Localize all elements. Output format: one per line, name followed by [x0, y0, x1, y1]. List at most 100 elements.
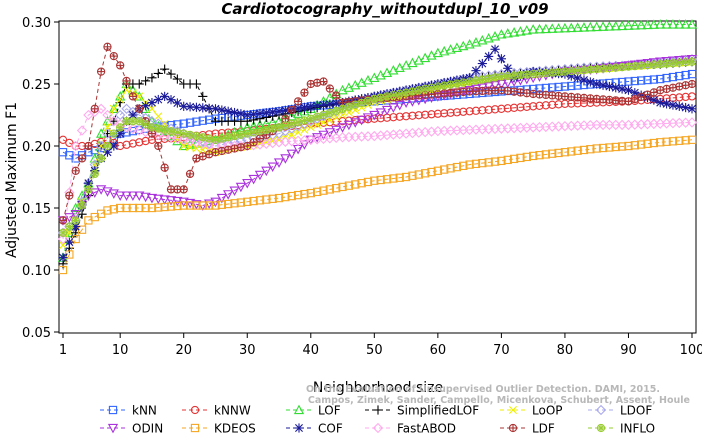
- data-point-simplifiedlof: [134, 79, 144, 89]
- data-point-kdeos: [58, 265, 68, 275]
- data-point-ldf: [230, 144, 239, 153]
- data-point-knnw: [421, 110, 430, 119]
- data-point-loop: [306, 123, 315, 132]
- data-point-odin: [318, 130, 329, 141]
- data-point-fastabod: [108, 116, 120, 127]
- data-point-cof: [64, 237, 74, 247]
- series-line-lof: [62, 24, 692, 258]
- data-point-cof: [306, 101, 316, 111]
- data-point-inflo: [300, 116, 309, 125]
- watermark-line-2: On the Evaluation of Unsupervised Outlie…: [306, 384, 660, 395]
- data-point-loop: [300, 125, 309, 134]
- data-point-odin: [464, 86, 475, 96]
- data-point-kdeos: [522, 152, 531, 162]
- y-axis-label: Adjusted Maximum F1: [4, 102, 20, 258]
- data-point-knn: [662, 73, 671, 83]
- data-point-ldf: [185, 169, 195, 179]
- data-point-inflo: [90, 169, 99, 179]
- data-point-knnw: [541, 101, 551, 110]
- data-point-kdeos: [249, 196, 258, 206]
- series-simplifiedlof: [58, 57, 697, 269]
- data-point-kdeos: [230, 199, 239, 208]
- y-tick-label: 0.25: [22, 78, 51, 93]
- data-point-odin: [134, 191, 145, 201]
- data-point-inflo: [611, 63, 620, 72]
- data-point-odin: [343, 120, 355, 131]
- data-point-knn: [548, 83, 557, 92]
- x-tick-label: 60: [430, 343, 447, 358]
- data-point-cof: [210, 104, 221, 114]
- legend-item-knnw: kNNW: [182, 404, 251, 418]
- legend-swatch-marker: [293, 404, 305, 415]
- legend-item-odin: ODIN: [100, 422, 163, 434]
- data-point-odin: [267, 162, 278, 173]
- legend-swatch-marker: [190, 423, 200, 433]
- data-point-lof: [337, 84, 348, 95]
- data-point-loop: [192, 144, 201, 153]
- data-point-inflo: [459, 78, 468, 87]
- data-point-inflo: [357, 98, 366, 107]
- data-point-odin: [153, 194, 164, 205]
- data-point-cof: [242, 110, 252, 120]
- data-point-kdeos: [675, 136, 684, 145]
- data-point-cof: [661, 99, 672, 109]
- data-point-loop: [179, 142, 188, 150]
- data-point-kdeos: [440, 165, 449, 174]
- data-point-knnw: [376, 114, 385, 123]
- legend-label: kNNW: [214, 404, 251, 418]
- data-point-kdeos: [154, 203, 163, 212]
- data-point-kdeos: [160, 202, 169, 212]
- data-point-knn: [122, 128, 131, 137]
- data-point-kdeos: [122, 203, 131, 213]
- data-point-odin: [273, 158, 285, 168]
- data-point-knnw: [135, 138, 144, 147]
- data-point-kdeos: [427, 167, 436, 177]
- legend-item-inflo: INFLO: [588, 422, 655, 434]
- data-point-knnw: [503, 104, 512, 113]
- data-point-kdeos: [351, 180, 360, 189]
- data-point-kdeos: [649, 138, 659, 148]
- data-point-cof: [573, 73, 583, 83]
- data-point-kdeos: [554, 148, 563, 158]
- data-point-kdeos: [255, 196, 265, 205]
- data-point-kdeos: [109, 205, 118, 214]
- data-point-cof: [611, 83, 621, 93]
- x-tick-label: 90: [620, 343, 637, 358]
- data-point-inflo: [452, 79, 462, 88]
- data-point-lof: [407, 57, 418, 68]
- data-point-lof: [381, 67, 393, 77]
- data-point-odin: [172, 196, 183, 207]
- data-point-simplifiedlof: [147, 73, 157, 83]
- data-point-knnw: [522, 102, 531, 111]
- legend-swatch-marker: [294, 423, 304, 433]
- data-point-loop: [287, 130, 296, 139]
- data-point-kdeos: [325, 185, 334, 194]
- data-point-odin: [299, 140, 310, 150]
- data-point-cof: [668, 100, 678, 110]
- data-point-odin: [286, 149, 297, 160]
- legend-swatch-marker: [190, 405, 200, 415]
- data-point-lof: [528, 24, 539, 34]
- data-point-odin: [254, 170, 266, 181]
- data-point-lof: [667, 19, 679, 29]
- y-tick-label: 0.15: [22, 202, 51, 217]
- data-point-knnw: [433, 109, 443, 118]
- data-point-knnw: [478, 106, 487, 115]
- data-point-inflo: [471, 76, 481, 85]
- data-point-loop: [116, 95, 125, 104]
- data-point-knnw: [71, 141, 80, 151]
- data-point-cof: [217, 105, 227, 115]
- data-point-lof: [159, 125, 170, 136]
- series-inflo: [58, 57, 697, 237]
- data-point-lof: [451, 42, 463, 52]
- data-point-kdeos: [579, 145, 589, 155]
- legend-swatch-marker: [372, 422, 384, 434]
- data-point-odin: [324, 128, 335, 138]
- data-point-knnw: [395, 112, 404, 121]
- data-point-ldf: [293, 97, 303, 106]
- data-point-lof: [375, 69, 386, 80]
- data-point-odin: [280, 154, 291, 164]
- data-point-lof: [534, 23, 545, 34]
- data-point-loop: [154, 112, 163, 121]
- data-point-inflo: [103, 141, 112, 151]
